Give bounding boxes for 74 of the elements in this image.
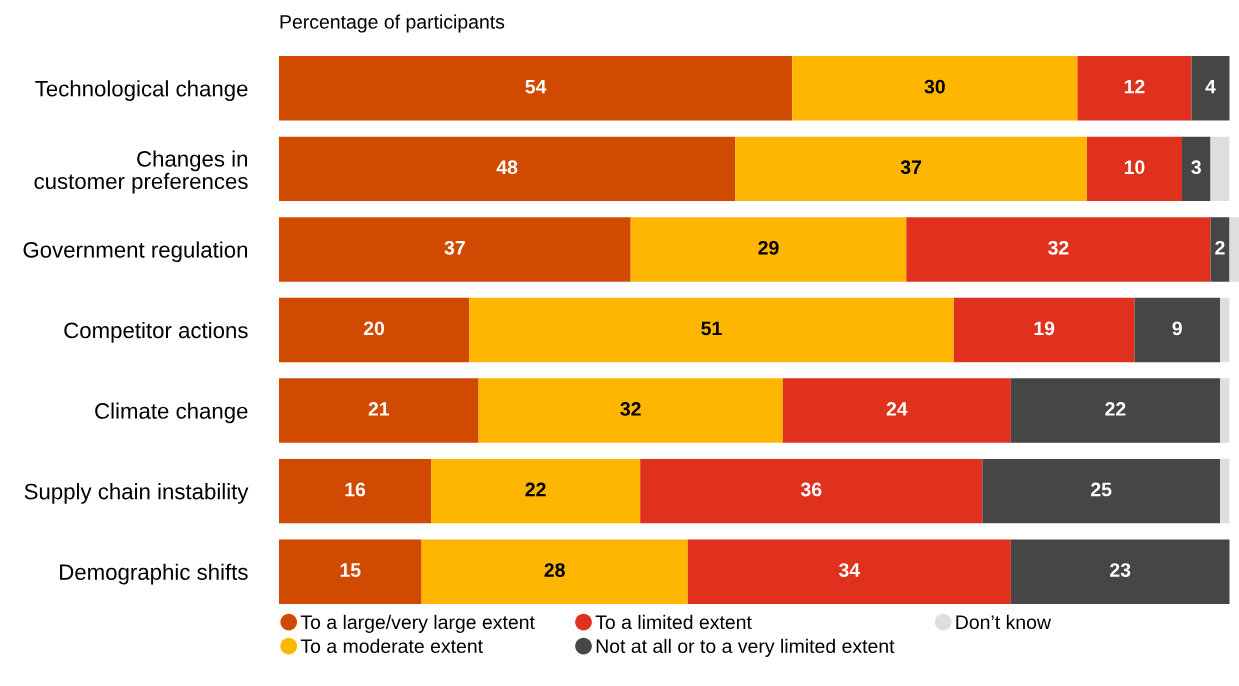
bar xyxy=(1077,56,1192,121)
chart-title: Percentage of participants xyxy=(280,14,505,33)
data-label: 12 xyxy=(1124,79,1145,94)
bar xyxy=(279,217,631,282)
bar xyxy=(982,458,1220,524)
data-label: 34 xyxy=(838,563,861,577)
data-label: 4 xyxy=(1205,79,1216,94)
y-tick-label: Technological change xyxy=(35,80,248,101)
bar xyxy=(1219,458,1230,524)
bar xyxy=(1086,136,1182,202)
data-label: 24 xyxy=(886,402,908,416)
legend-label: To a large/very large extent xyxy=(300,614,535,633)
data-label: 21 xyxy=(368,402,390,416)
data-label: 28 xyxy=(544,563,565,577)
data-label: 29 xyxy=(758,240,779,255)
data-label: 25 xyxy=(1091,482,1112,497)
data-label: 37 xyxy=(900,160,922,175)
data-label: 37 xyxy=(444,240,465,255)
bar xyxy=(1191,56,1230,121)
bar xyxy=(1229,217,1239,282)
bar xyxy=(953,297,1135,363)
bar xyxy=(279,378,479,443)
data-label: 22 xyxy=(1105,402,1126,416)
bar xyxy=(640,458,983,524)
data-label: 19 xyxy=(1034,321,1055,336)
bar xyxy=(1010,378,1220,443)
data-label: 3 xyxy=(1191,160,1201,175)
bar xyxy=(1134,297,1220,363)
bar xyxy=(279,458,432,524)
bar xyxy=(792,56,1078,121)
bar xyxy=(1219,297,1230,363)
legend-label: To a moderate extent xyxy=(300,638,483,654)
bar xyxy=(279,56,793,121)
data-label: 20 xyxy=(363,321,385,336)
legend-label: Not at all or to a very limited extent xyxy=(596,638,895,657)
data-label: 10 xyxy=(1124,160,1145,175)
bar xyxy=(1219,378,1230,443)
legend-label: Don’t know xyxy=(956,614,1052,630)
data-label: 48 xyxy=(496,160,518,175)
bar xyxy=(279,136,736,202)
data-label: 32 xyxy=(1048,240,1069,255)
bar xyxy=(1210,136,1230,202)
y-tick-label: Supply chain instability xyxy=(24,483,249,504)
bar xyxy=(1010,539,1230,604)
bar xyxy=(1181,136,1211,202)
data-label: 22 xyxy=(525,482,546,497)
data-label: 15 xyxy=(340,563,361,577)
bar xyxy=(687,539,1011,604)
legend-label: To a limited extent xyxy=(595,614,752,630)
bar xyxy=(782,378,1011,443)
bar xyxy=(431,458,641,524)
data-label: 9 xyxy=(1172,321,1182,336)
data-label: 36 xyxy=(800,482,822,497)
data-label: 51 xyxy=(701,321,722,336)
bar xyxy=(735,136,1087,202)
bar xyxy=(279,539,422,604)
bar xyxy=(469,297,954,363)
data-label: 2 xyxy=(1215,240,1225,255)
bar xyxy=(421,539,688,604)
y-tick-label: Changes in customer preferences xyxy=(34,150,248,194)
data-label: 30 xyxy=(924,79,945,94)
y-tick-label: Government regulation xyxy=(23,241,248,263)
bar xyxy=(906,217,1211,282)
y-tick-label: Demographic shifts xyxy=(60,563,248,585)
data-label: 54 xyxy=(525,79,547,94)
data-label: 23 xyxy=(1110,563,1131,577)
data-label: 16 xyxy=(345,482,366,497)
bar xyxy=(279,297,470,363)
data-label: 32 xyxy=(620,402,641,416)
bar xyxy=(478,378,783,443)
y-tick-label: Competitor actions xyxy=(64,321,248,343)
y-tick-label: Climate change xyxy=(95,402,248,424)
bar xyxy=(630,217,907,282)
bar xyxy=(1210,217,1230,282)
